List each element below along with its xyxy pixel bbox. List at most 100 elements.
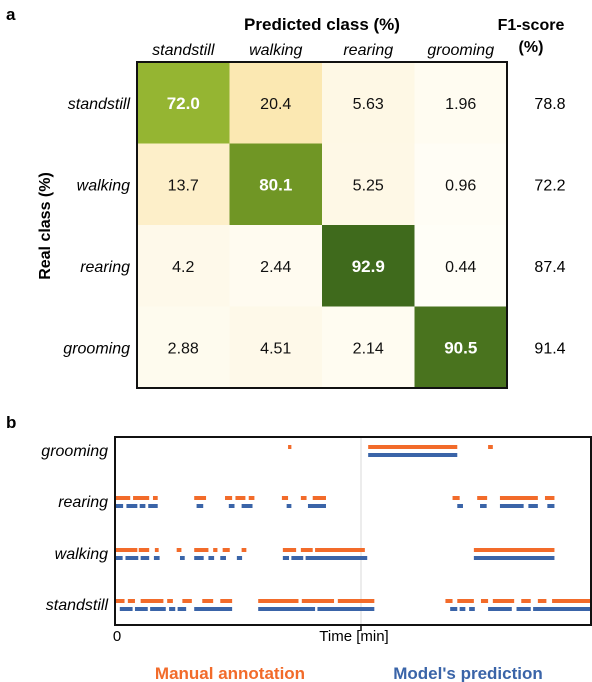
model-prediction-segment <box>469 607 475 611</box>
manual-annotation-segment <box>312 496 326 500</box>
manual-annotation-segment <box>194 548 209 552</box>
model-prediction-segment <box>286 504 292 508</box>
model-prediction-segment <box>196 504 204 508</box>
timeline-segments <box>116 445 590 611</box>
heatmap-cell <box>137 62 230 144</box>
manual-annotation-segment <box>521 599 531 603</box>
manual-annotation-segment <box>473 548 555 552</box>
f1-score-value: 87.4 <box>534 259 565 276</box>
f1-score-values: 78.8 72.2 87.4 91.4 <box>534 96 565 358</box>
heatmap-column-label: walking <box>249 42 302 59</box>
manual-annotation-segment <box>116 548 138 552</box>
model-prediction-segment <box>488 607 512 611</box>
panel-label-a: a <box>6 5 16 24</box>
heatmap-cell <box>229 62 323 144</box>
heatmap-column-label: standstill <box>152 42 215 59</box>
model-prediction-segment <box>459 607 466 611</box>
model-prediction-segment <box>258 607 316 611</box>
heatmap-cell <box>414 225 508 307</box>
heatmap-cell <box>229 225 323 307</box>
heatmap-cell-value: 20.4 <box>260 96 291 113</box>
model-prediction-segment <box>368 453 458 457</box>
heatmap-cells <box>137 62 508 389</box>
model-prediction-segment <box>116 556 123 560</box>
model-prediction-segment <box>480 504 487 508</box>
model-prediction-segment <box>317 607 375 611</box>
model-prediction-segment <box>126 504 138 508</box>
heatmap-cell <box>414 306 508 389</box>
timeline-xlabel: Time [min] <box>319 628 388 645</box>
timeline-category-label: walking <box>55 546 108 563</box>
heatmap-cell <box>322 143 415 226</box>
manual-annotation-segment <box>152 496 158 500</box>
model-prediction-segment <box>236 556 243 560</box>
timeline-x-tick-label: 0 <box>113 628 121 645</box>
model-prediction-segment <box>516 607 531 611</box>
model-prediction-segment <box>228 504 235 508</box>
manual-annotation-segment <box>140 599 164 603</box>
heatmap-ylabel: Real class (%) <box>37 172 54 280</box>
manual-annotation-segment <box>492 599 515 603</box>
timeline-category-label: rearing <box>58 494 108 511</box>
model-prediction-segment <box>140 556 150 560</box>
manual-annotation-segment <box>248 496 255 500</box>
manual-annotation-segment <box>288 445 292 449</box>
f1-score-value: 91.4 <box>534 340 565 357</box>
heatmap-cell <box>322 62 415 144</box>
model-prediction-segment <box>547 504 555 508</box>
heatmap-cell-value: 4.51 <box>260 340 291 357</box>
f1-score-value: 72.2 <box>534 177 565 194</box>
model-prediction-segment <box>307 504 326 508</box>
manual-annotation-segment <box>281 496 289 500</box>
heatmap-cell <box>414 62 508 144</box>
f1-header-line2: (%) <box>519 39 544 56</box>
manual-annotation-segment <box>301 599 335 603</box>
heatmap-cell <box>322 225 415 307</box>
manual-annotation-segment <box>222 548 230 552</box>
manual-annotation-segment <box>138 548 150 552</box>
manual-annotation-segment <box>552 599 590 603</box>
model-prediction-segment <box>139 504 146 508</box>
manual-annotation-segment <box>337 599 375 603</box>
manual-annotation-segment <box>368 445 458 449</box>
manual-annotation-segment <box>154 548 159 552</box>
manual-annotation-segment <box>537 599 547 603</box>
model-prediction-segment <box>282 556 290 560</box>
manual-annotation-segment <box>213 548 218 552</box>
heatmap-cell <box>137 225 230 307</box>
heatmap-cell-value: 0.44 <box>445 259 476 276</box>
model-prediction-segment <box>150 607 166 611</box>
model-prediction-segment <box>125 556 139 560</box>
model-prediction-segment <box>450 607 458 611</box>
manual-annotation-segment <box>488 445 493 449</box>
heatmap-column-labels: standstill walking rearing grooming <box>152 42 494 59</box>
model-prediction-segment <box>220 556 226 560</box>
heatmap-cell-value: 92.9 <box>352 257 385 276</box>
f1-header-line1: F1-score <box>498 17 565 34</box>
heatmap-values: 72.0 20.4 5.63 1.96 13.7 80.1 5.25 0.96 4.2 2.44 9… <box>167 94 478 358</box>
heatmap-cell-value: 2.88 <box>168 340 199 357</box>
manual-annotation-segment <box>220 599 233 603</box>
model-prediction-segment <box>241 504 253 508</box>
manual-annotation-segment <box>194 496 207 500</box>
heatmap-cell-value: 90.5 <box>444 338 477 357</box>
heatmap-cell-value: 80.1 <box>259 175 292 194</box>
timeline-category-label: standstill <box>46 597 109 614</box>
heatmap-cell <box>414 143 508 226</box>
model-prediction-segment <box>533 607 590 611</box>
heatmap-cell <box>137 306 230 389</box>
heatmap-row-label: standstill <box>68 96 131 113</box>
model-prediction-segment <box>169 607 176 611</box>
manual-annotation-segment <box>225 496 233 500</box>
f1-score-value: 78.8 <box>534 96 565 113</box>
manual-annotation-segment <box>133 496 150 500</box>
heatmap-column-label: grooming <box>427 42 494 59</box>
heatmap-cell <box>322 306 415 389</box>
heatmap-cell <box>229 306 323 389</box>
heatmap-frame <box>136 61 508 389</box>
model-prediction-segment <box>194 556 204 560</box>
manual-annotation-segment <box>182 599 192 603</box>
model-prediction-segment <box>457 504 463 508</box>
model-prediction-segment <box>116 504 124 508</box>
